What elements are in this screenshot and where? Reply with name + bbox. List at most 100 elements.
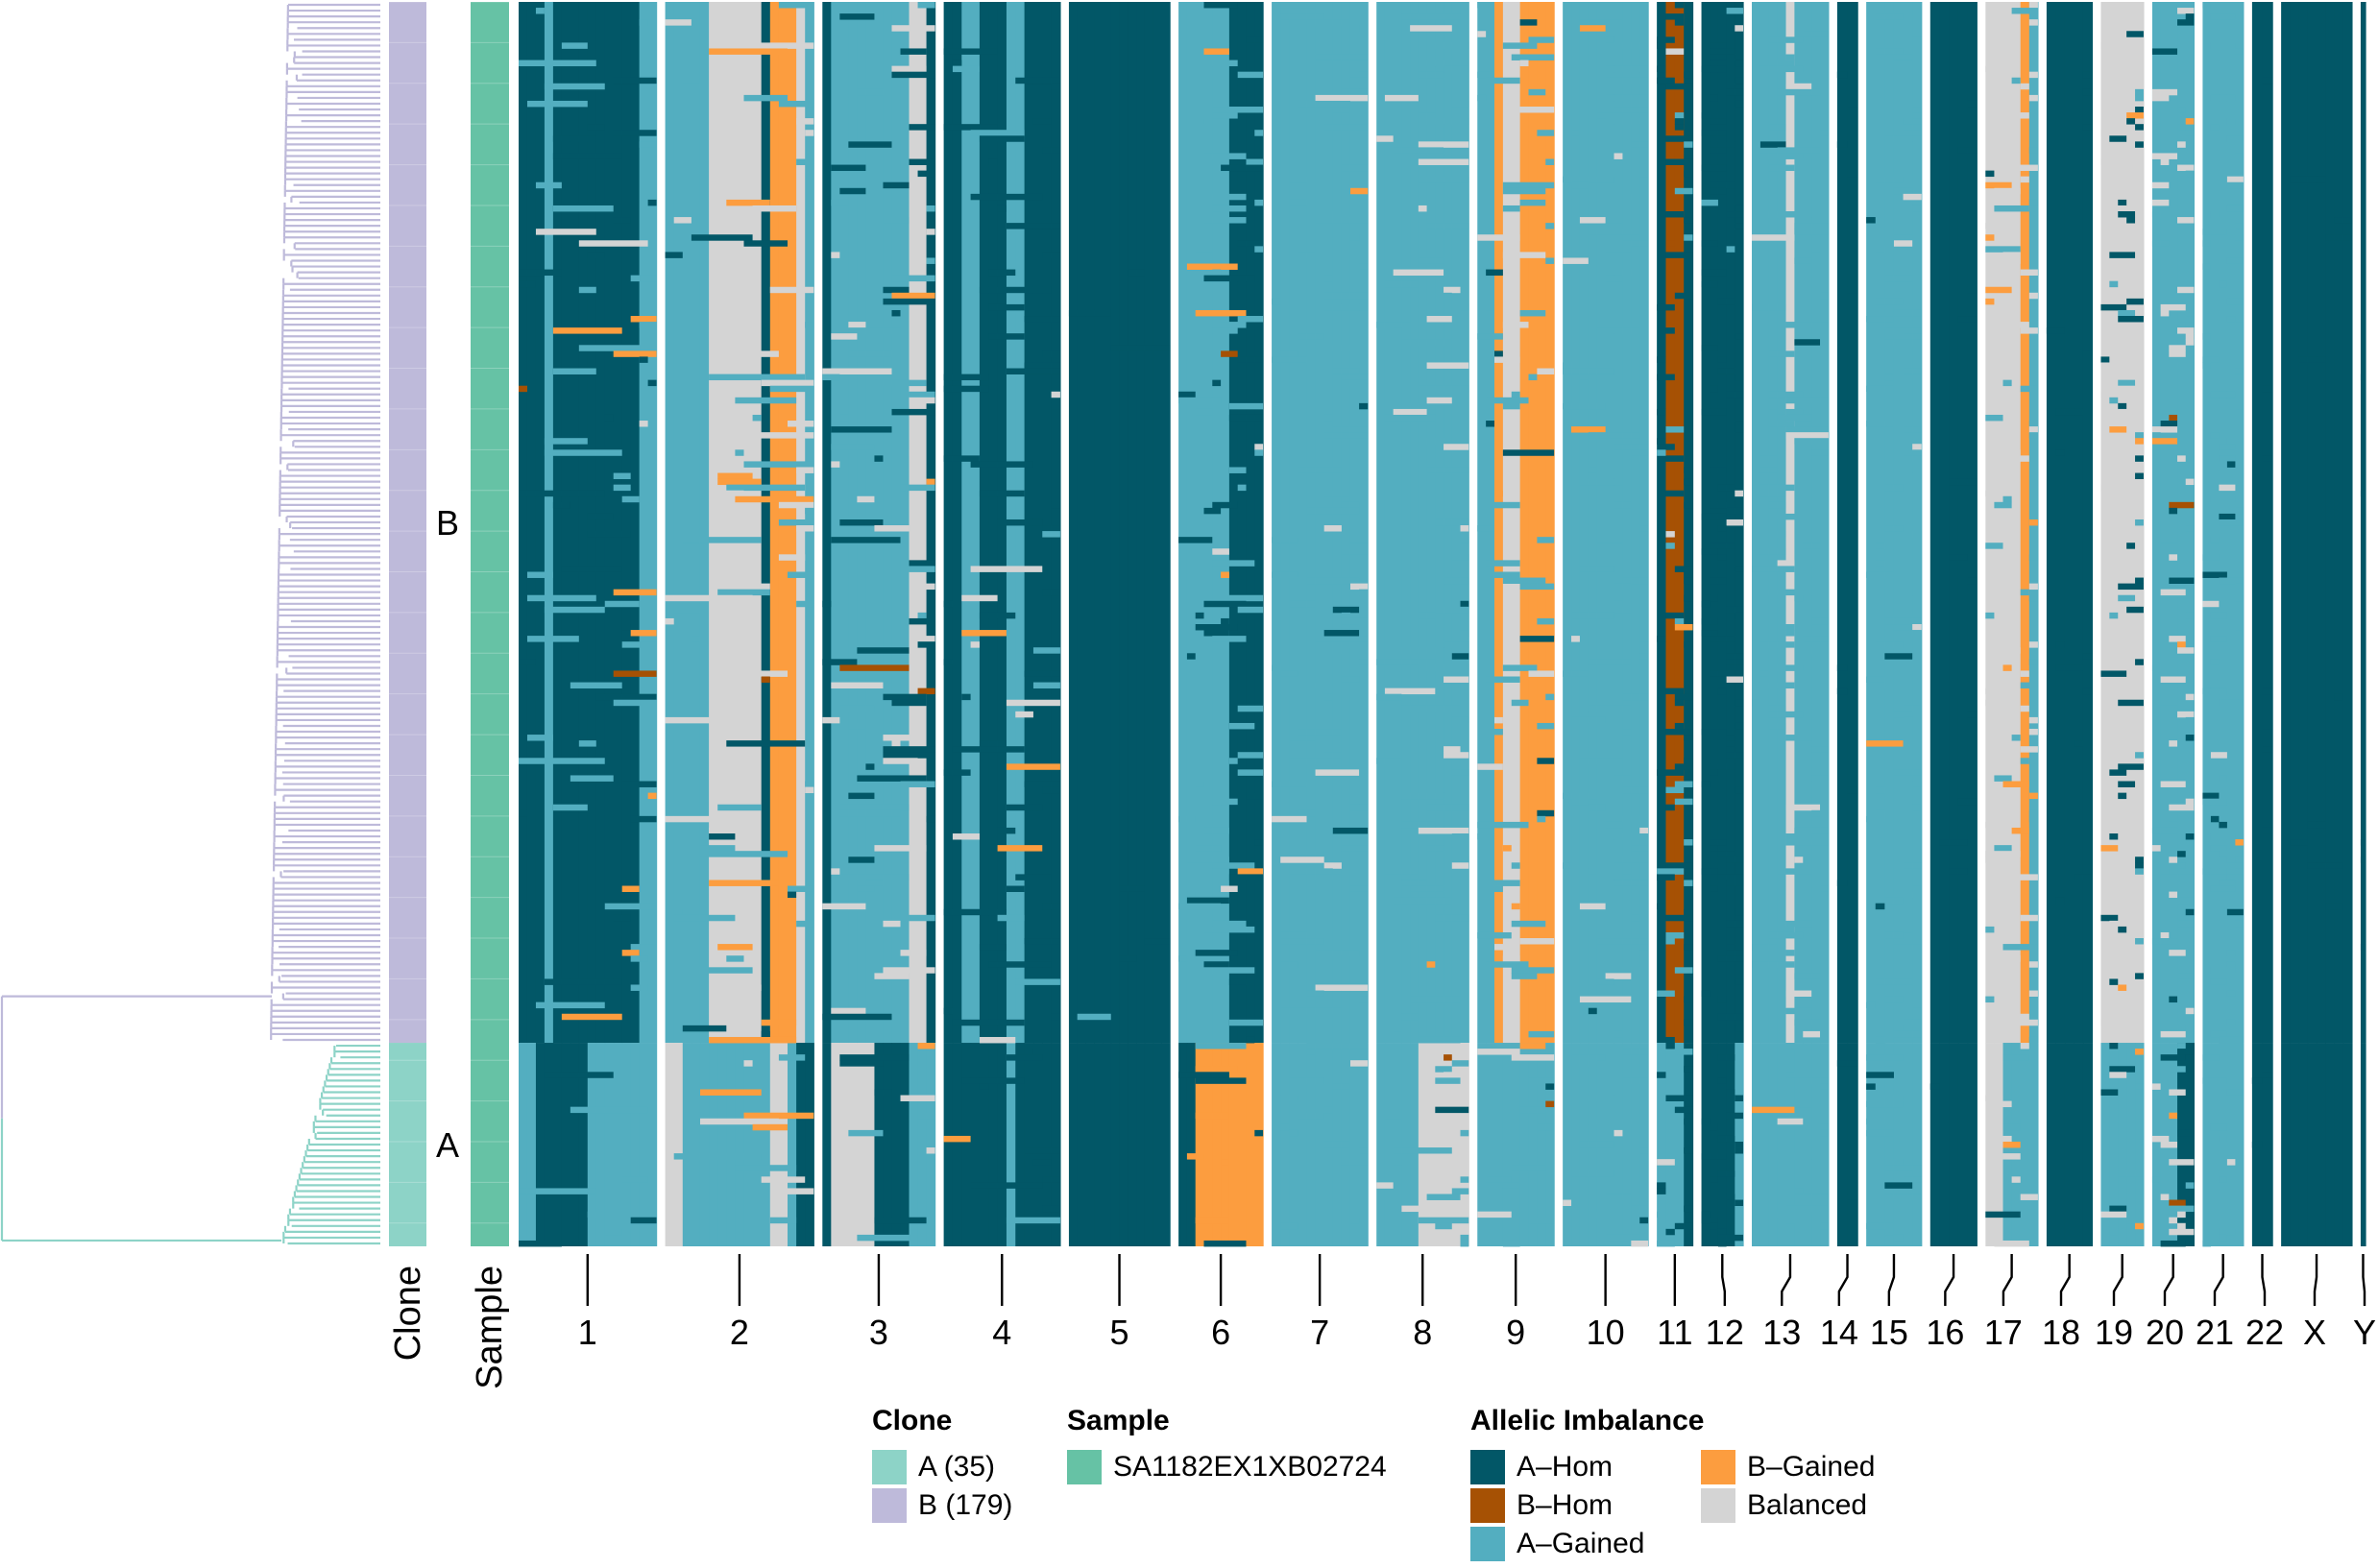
heatmap-cell — [2020, 589, 2029, 596]
heatmap-column-segment — [621, 1043, 632, 1246]
heatmap-cell — [2210, 978, 2227, 985]
heatmap-cell — [839, 705, 875, 712]
heatmap-cell — [1929, 1083, 1940, 1090]
heatmap-cell — [1042, 786, 1060, 794]
heatmap-column-segment — [526, 1043, 537, 1246]
heatmap-cell — [735, 1165, 797, 1171]
heatmap-cell — [2074, 740, 2083, 747]
heatmap-cell — [1477, 525, 1495, 532]
heatmap-cell — [1212, 205, 1247, 212]
heatmap-cell — [2135, 421, 2144, 427]
heatmap-cell — [2235, 507, 2244, 515]
chromosome-tick-17 — [2002, 1254, 2013, 1306]
heatmap-cell — [2210, 537, 2220, 543]
heatmap-cell — [1785, 624, 1795, 631]
heatmap-cell — [1717, 356, 1727, 363]
heatmap-cell — [2100, 42, 2119, 49]
heatmap-cell — [831, 199, 849, 206]
heatmap-column-segment — [709, 1043, 718, 1246]
heatmap-cell — [552, 368, 596, 374]
heatmap-cell — [1684, 1147, 1693, 1154]
heatmap-cell — [1349, 804, 1369, 811]
heatmap-cell — [1203, 926, 1255, 933]
heatmap-cell — [1393, 1159, 1402, 1166]
heatmap-cell — [970, 1182, 1043, 1189]
heatmap-cell — [848, 722, 866, 730]
heatmap-cell — [1717, 484, 1735, 492]
heatmap-column-segment — [761, 2, 771, 1044]
chromosome-tick-x — [2313, 1254, 2318, 1306]
heatmap-cell — [1701, 240, 1718, 247]
heatmap-column-segment — [604, 1043, 615, 1246]
heatmap-cell — [831, 444, 875, 450]
heatmap-cell — [2219, 1176, 2227, 1183]
heatmap-cell — [726, 740, 806, 747]
chromosome-label-x: X — [2303, 1313, 2326, 1352]
heatmap-column-segment — [1306, 1043, 1317, 1246]
heatmap-cell — [2082, 88, 2093, 96]
heatmap-cell — [2202, 263, 2211, 270]
heatmap-cell — [1985, 223, 2012, 229]
chromosome-label-4: 4 — [992, 1313, 1011, 1352]
heatmap-column-segment — [1752, 2, 1761, 1044]
heatmap-column-segment — [1893, 1043, 1905, 1246]
heatmap-cell — [2028, 729, 2038, 736]
heatmap-column-segment — [1884, 1043, 1895, 1246]
heatmap-cell — [1332, 118, 1342, 125]
heatmap-cell — [1349, 885, 1369, 892]
heatmap-cell — [1254, 1129, 1264, 1137]
heatmap-cell — [1477, 821, 1529, 829]
heatmap-cell — [1866, 676, 1885, 683]
heatmap-cell — [1994, 1100, 2012, 1108]
heatmap-cell — [2109, 525, 2127, 532]
heatmap-cell — [2020, 670, 2029, 677]
heatmap-cell — [2160, 309, 2170, 317]
heatmap-cell — [1401, 13, 1461, 20]
heatmap-cell — [2160, 868, 2170, 875]
heatmap-column-segment — [1110, 1043, 1121, 1246]
heatmap-cell — [900, 781, 935, 787]
heatmap-column-segment — [699, 2, 710, 1044]
heatmap-column-segment — [1451, 1043, 1462, 1246]
heatmap-cell — [1684, 501, 1693, 509]
heatmap-cell — [1203, 961, 1229, 968]
heatmap-cell — [2109, 252, 2136, 258]
heatmap-cell — [2169, 950, 2186, 956]
heatmap-cell — [1785, 408, 1804, 416]
heatmap-cell — [1460, 1129, 1469, 1137]
heatmap-cell — [1006, 368, 1060, 374]
chromosome-label-7: 7 — [1310, 1313, 1329, 1352]
heatmap-cell — [1949, 554, 1968, 561]
heatmap-cell — [743, 94, 789, 102]
heatmap-cell — [1178, 397, 1222, 404]
heatmap-cell — [2118, 199, 2127, 206]
heatmap-cell — [1622, 1049, 1649, 1055]
heatmap-cell — [1349, 1060, 1369, 1067]
heatmap-cell — [2100, 914, 2119, 922]
heatmap-cell — [831, 333, 858, 340]
b-hom-label: B–Hom — [1517, 1489, 1614, 1521]
heatmap-cell — [943, 455, 980, 462]
heatmap-cell — [1393, 1025, 1402, 1032]
heatmap-cell — [1866, 1072, 1894, 1078]
heatmap-column-segment — [1221, 2, 1230, 1044]
heatmap-cell — [1341, 845, 1369, 852]
heatmap-cell — [2118, 309, 2136, 317]
heatmap-cell — [1674, 699, 1685, 707]
heatmap-cell — [1701, 65, 1727, 73]
heatmap-cell — [2226, 438, 2244, 445]
heatmap-cell — [1884, 327, 1922, 334]
heatmap-cell — [2325, 234, 2352, 241]
heatmap-column-segment — [2325, 2, 2336, 1044]
chromosome-label-1: 1 — [578, 1313, 597, 1352]
heatmap-cell — [2262, 77, 2273, 84]
heatmap-cell — [2135, 438, 2144, 445]
heatmap-cell — [1710, 54, 1727, 60]
sample-legend-title: Sample — [1067, 1405, 1170, 1436]
heatmap-column-segment — [1153, 1043, 1162, 1246]
heatmap-cell — [1306, 990, 1324, 997]
heatmap-cell — [1701, 164, 1727, 172]
heatmap-cell — [1237, 606, 1264, 614]
heatmap-cell — [1203, 153, 1247, 159]
heatmap-cell — [2028, 809, 2038, 817]
